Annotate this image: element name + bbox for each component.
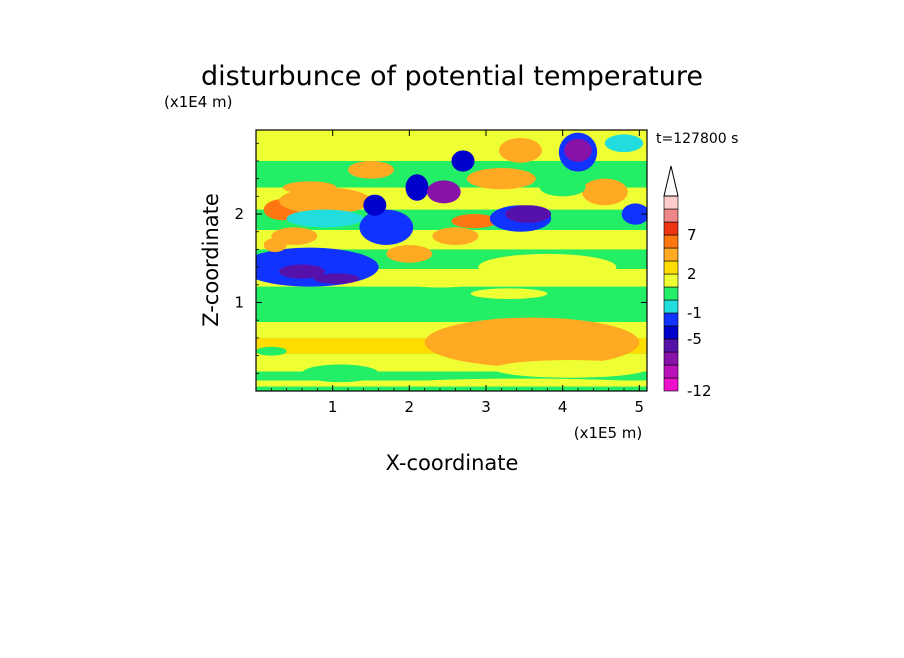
contour-feature [432, 227, 479, 246]
x-tick-label: 5 [635, 398, 645, 416]
y-axis-label: Z-coordinate [199, 193, 223, 327]
contour-feature [466, 168, 536, 190]
contour-feature [386, 245, 433, 263]
contour-feature [604, 134, 644, 153]
colorbar-swatch [663, 377, 679, 392]
contour-feature [621, 203, 647, 225]
contour-feature [539, 178, 586, 197]
contour-feature [394, 273, 486, 288]
contour-feature [493, 360, 647, 378]
contour-feature [279, 187, 371, 215]
colorbar: -12-5-127 [663, 165, 712, 400]
colorbar-swatch [663, 325, 679, 340]
contour-feature [363, 194, 387, 216]
contour-feature [451, 150, 475, 172]
x-axis-label: X-coordinate [386, 451, 519, 475]
contour-feature [416, 378, 632, 386]
colorbar-swatch [663, 195, 679, 210]
contour-feature [581, 178, 628, 206]
contour-feature [286, 209, 364, 228]
contour-feature [424, 317, 640, 368]
x-tick-label: 1 [328, 398, 338, 416]
y-unit-label: (x1E4 m) [164, 93, 233, 111]
colorbar-swatch [663, 351, 679, 366]
contour-feature [505, 205, 552, 223]
colorbar-swatch [663, 247, 679, 262]
colorbar-swatch [663, 221, 679, 236]
contour-feature [282, 181, 337, 194]
contour-feature [499, 137, 542, 163]
contour-band [256, 371, 647, 381]
colorbar-swatch [663, 299, 679, 314]
contour-band [256, 300, 647, 322]
colorbar-swatch [663, 364, 679, 379]
colorbar-swatch [663, 312, 679, 327]
x-tick-label: 2 [405, 398, 415, 416]
colorbar-label: 7 [687, 226, 697, 244]
colorbar-swatch [663, 338, 679, 353]
colorbar-swatch [663, 208, 679, 223]
time-label: t=127800 s [656, 131, 738, 147]
contour-band [256, 386, 647, 391]
colorbar-extend-arrow [663, 165, 679, 197]
contour-band [256, 286, 647, 301]
chart-title: disturbunce of potential temperature [201, 61, 703, 92]
contour-feature [279, 264, 325, 279]
x-tick-label: 4 [558, 398, 568, 416]
contour-feature [426, 180, 461, 204]
colorbar-label: 2 [687, 265, 697, 283]
contour-feature [451, 214, 498, 229]
contour-feature [256, 346, 287, 356]
contour-feature [470, 288, 548, 299]
x-tick-label: 3 [481, 398, 491, 416]
y-tick-label: 1 [234, 294, 244, 312]
contour-feature [263, 237, 287, 253]
colorbar-swatch [663, 286, 679, 301]
y-tick-label: 2 [234, 205, 244, 223]
contour-feature [348, 160, 394, 179]
x-axis: 1 2 3 4 5 [270, 130, 645, 416]
contour-feature [359, 209, 414, 246]
colorbar-swatch [663, 273, 679, 288]
colorbar-label: -5 [687, 330, 702, 348]
contour-fill [256, 130, 647, 391]
contour-plot [256, 130, 647, 391]
contour-feature [405, 174, 429, 201]
colorbar-label: -1 [687, 304, 702, 322]
x-unit-label: (x1E5 m) [574, 424, 643, 442]
colorbar-swatch [663, 234, 679, 249]
contour-feature [302, 364, 379, 383]
contour-feature [313, 273, 360, 284]
colorbar-swatch [663, 260, 679, 275]
plot-frame [255, 129, 648, 392]
colorbar-label: -12 [687, 382, 712, 400]
contour-feature [564, 138, 592, 162]
y-axis: 12 [234, 142, 647, 374]
contour-feature [478, 253, 617, 281]
